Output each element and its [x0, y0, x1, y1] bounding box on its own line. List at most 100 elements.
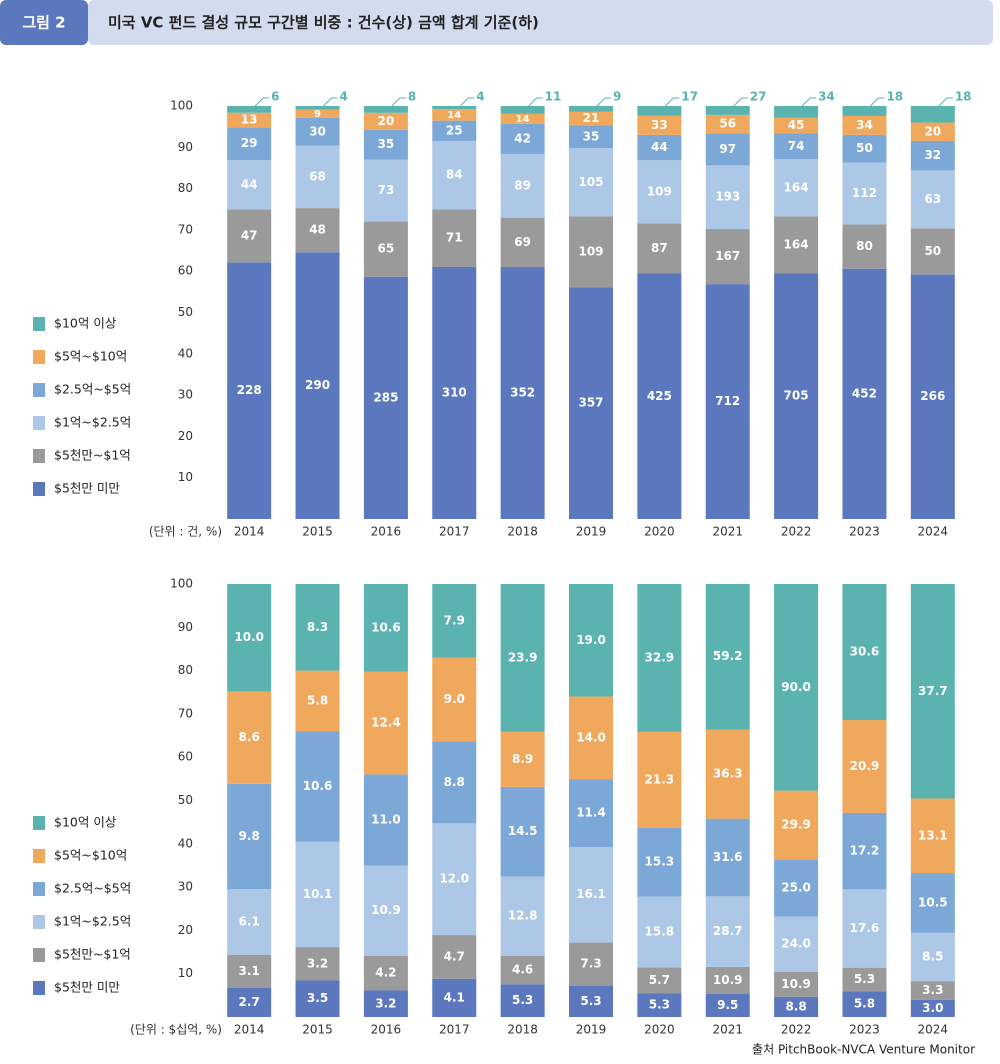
data-label: 164 — [784, 237, 809, 251]
bar-segment — [363, 584, 408, 672]
title: 미국 VC 펀드 결성 규모 구간별 비중 : 건수(상) 금액 합계 기준(하… — [108, 14, 539, 32]
data-label: 3.5 — [307, 991, 328, 1005]
data-label: 13 — [241, 113, 258, 127]
data-label: 74 — [788, 139, 805, 153]
bar-segment — [432, 266, 477, 519]
data-label: 10.6 — [371, 620, 401, 634]
x-tick-label: 2021 — [712, 525, 743, 539]
bar-segment — [432, 657, 477, 742]
legend-label: $10억 이상 — [54, 815, 117, 830]
data-label: 109 — [647, 184, 672, 198]
bar-segment — [432, 109, 477, 121]
data-label: 12.8 — [508, 909, 538, 923]
y-tick-label: 30 — [178, 880, 193, 894]
bar-segment — [363, 990, 408, 1017]
data-label: 7.9 — [444, 613, 465, 627]
data-label: 34 — [856, 118, 873, 132]
bar-segment — [500, 955, 545, 985]
leader-line — [663, 97, 680, 109]
bar-segment — [569, 985, 613, 1017]
data-label: 73 — [378, 183, 395, 197]
legend-swatch — [33, 849, 45, 863]
data-label: 4 — [340, 90, 348, 104]
data-label: 6 — [271, 90, 279, 104]
bar-segment — [227, 987, 272, 1017]
bar-segment — [295, 841, 340, 948]
bar-segment — [295, 947, 340, 981]
data-label: 16.1 — [576, 887, 606, 901]
legend-swatch — [33, 350, 45, 364]
data-label: 42 — [514, 131, 531, 145]
y-tick-label: 70 — [178, 222, 193, 236]
data-label: 193 — [715, 190, 740, 204]
data-label: 71 — [446, 231, 463, 245]
leader-line — [252, 97, 270, 109]
data-label: 10.9 — [781, 977, 811, 991]
bar-segment — [637, 115, 682, 135]
bar-segment — [910, 798, 955, 874]
bar-segment — [432, 935, 477, 979]
data-label: 705 — [784, 389, 809, 403]
x-tick-label: 2018 — [507, 525, 538, 539]
x-tick-label: 2019 — [576, 1023, 607, 1037]
data-label: 5.8 — [307, 693, 328, 707]
unit-label: (단위 : $십억, %) — [130, 1023, 222, 1037]
bar-segment — [774, 133, 819, 160]
x-tick-label: 2015 — [302, 525, 333, 539]
data-label: 23.9 — [508, 650, 538, 664]
data-label: 47 — [241, 228, 258, 242]
x-tick-label: 2021 — [712, 1023, 743, 1037]
legend-swatch — [33, 816, 45, 830]
x-tick-label: 2019 — [576, 525, 607, 539]
bar-segment — [910, 999, 955, 1017]
bar-segment — [774, 859, 819, 917]
y-tick-label: 50 — [178, 305, 193, 319]
title-bg — [88, 0, 993, 45]
data-label: 4.7 — [444, 949, 465, 963]
data-label: 20 — [378, 114, 395, 128]
bar-segment — [500, 217, 545, 268]
bar-segment — [227, 209, 272, 263]
data-label: 266 — [920, 389, 945, 403]
data-label: 10.0 — [234, 630, 264, 644]
bar-segment — [569, 846, 613, 943]
data-label: 12.4 — [371, 716, 401, 730]
data-label: 109 — [578, 244, 603, 258]
data-label: 9 — [314, 109, 321, 120]
bar-segment — [910, 106, 955, 123]
data-label: 14 — [516, 114, 530, 125]
source: 출처 PitchBook-NVCA Venture Monitor — [752, 1043, 975, 1057]
legend-label: $5천만 미만 — [54, 980, 120, 995]
data-label: 19.0 — [576, 633, 606, 647]
data-label: 29 — [241, 136, 258, 150]
bar-segment — [363, 865, 408, 956]
leader-line — [321, 97, 338, 109]
x-tick-label: 2016 — [371, 525, 402, 539]
bar-segment — [842, 812, 887, 890]
bar-segment — [432, 741, 477, 824]
legend-swatch — [33, 449, 45, 463]
data-label: 27 — [750, 90, 767, 104]
data-label: 17 — [681, 90, 698, 104]
bar-segment — [295, 252, 340, 520]
badge: 그림 2 — [22, 14, 65, 32]
data-label: 34 — [818, 90, 835, 104]
data-label: 10.9 — [713, 973, 743, 987]
legend-swatch — [33, 915, 45, 929]
bar-segment — [432, 978, 477, 1017]
legend-label: $1억~$2.5억 — [54, 914, 131, 929]
bar-segment — [842, 991, 887, 1017]
bar-segment — [774, 117, 819, 134]
bar-segment — [295, 584, 340, 671]
bar-segment — [432, 209, 477, 267]
bar-segment — [295, 980, 340, 1017]
data-label: 32 — [924, 148, 941, 162]
data-label: 33 — [651, 118, 668, 132]
bar-segment — [569, 148, 613, 217]
legend-label: $1억~$2.5억 — [54, 415, 131, 430]
bar-segment — [910, 140, 955, 171]
y-tick-label: 40 — [178, 346, 193, 360]
x-tick-label: 2014 — [234, 1023, 265, 1037]
data-label: 3.1 — [239, 964, 260, 978]
bar-segment — [227, 262, 272, 519]
